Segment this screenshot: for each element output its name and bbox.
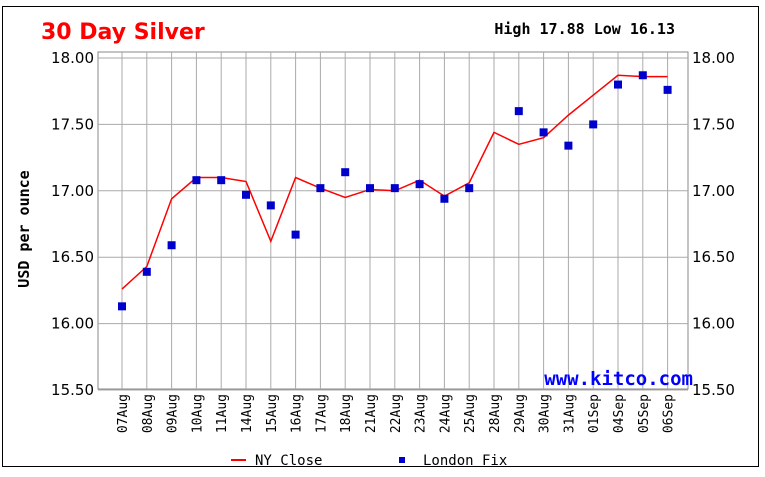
y-tick-label-right: 18.00 [692, 49, 735, 67]
x-tick-label: 31Aug [562, 394, 577, 433]
x-tick-label: 05Sep [637, 394, 652, 433]
plot-area [97, 51, 689, 390]
x-tick-label: 21Aug [364, 394, 379, 433]
grid-layer [98, 52, 688, 391]
x-tick-label: 22Aug [389, 394, 404, 433]
x-tick-label: 08Aug [141, 394, 156, 433]
y-tick-label-left: 18.00 [51, 49, 94, 67]
chart-frame: 15.50 15.50 16.00 16.00 16.50 16.50 17.00 17.00… [2, 6, 759, 468]
high-low-text: High 17.88 Low 16.13 [494, 20, 675, 38]
y-tick-label-right: 15.50 [692, 381, 735, 399]
x-tick-label: 14Aug [240, 394, 255, 433]
x-tick-label: 23Aug [414, 394, 429, 433]
london-fix-point [415, 180, 424, 189]
london-fix-point [316, 184, 325, 193]
london-fix-point [118, 302, 126, 311]
london-fix-point [564, 141, 573, 150]
london-fix-point [266, 201, 275, 210]
london-fix-point [539, 128, 548, 137]
x-tick-label: 18Aug [339, 394, 354, 433]
y-axis-label: USD per ounce [15, 170, 33, 287]
x-tick-label: 11Aug [215, 394, 230, 433]
london-fix-point [341, 168, 350, 177]
x-tick-label: 06Sep [662, 394, 677, 433]
london-fix-point [465, 184, 474, 193]
y-tick-label-right: 16.00 [692, 315, 735, 333]
chart-svg: 15.50 15.50 16.00 16.00 16.50 16.50 17.00 17.00… [15, 20, 735, 468]
x-tick-label: 29Aug [513, 394, 528, 433]
legend-london-fix-label: London Fix [423, 453, 507, 468]
y-tick-label-right: 17.00 [692, 182, 735, 200]
series-layer [118, 71, 672, 311]
london-fix-point [217, 176, 226, 185]
london-fix-point [142, 267, 151, 276]
x-tick-label: 07Aug [116, 394, 131, 433]
london-fix-point [514, 107, 523, 116]
london-fix-point [366, 184, 374, 193]
y-tick-label-right: 16.50 [692, 248, 735, 266]
x-tick-label: 28Aug [488, 394, 503, 433]
x-tick-label: 30Aug [538, 394, 553, 433]
y-tick-labels: 15.50 15.50 16.00 16.00 16.50 16.50 17.00 17.00… [51, 49, 735, 399]
y-tick-label-left: 16.00 [51, 315, 94, 333]
x-tick-label: 25Aug [463, 394, 478, 433]
legend-london-fix-swatch [399, 457, 405, 463]
x-tick-label: 24Aug [438, 394, 453, 433]
london-fix-point [192, 176, 201, 185]
london-fix-point [390, 184, 399, 193]
x-tick-label: 10Aug [190, 394, 205, 433]
london-fix-point [440, 194, 449, 203]
x-tick-label: 15Aug [265, 394, 280, 433]
x-tick-label: 09Aug [166, 394, 181, 433]
x-tick-label: 04Sep [612, 394, 627, 433]
london-fix-point [589, 120, 598, 129]
london-fix-point [614, 80, 622, 89]
y-tick-label-left: 17.50 [51, 115, 94, 133]
london-fix-point [663, 85, 672, 94]
london-fix-point [242, 190, 250, 199]
chart-title: 30 Day Silver [41, 20, 205, 45]
london-fix-point [638, 71, 647, 80]
y-tick-label-right: 17.50 [692, 115, 735, 133]
x-tick-label: 17Aug [314, 394, 329, 433]
x-tick-label: 01Sep [587, 394, 602, 433]
watermark: www.kitco.com [544, 368, 693, 390]
london-fix-point [167, 241, 176, 250]
london-fix-point [291, 230, 300, 239]
x-tick-label: 16Aug [290, 394, 305, 433]
legend-ny-close-label: NY Close [255, 453, 322, 468]
y-tick-label-left: 15.50 [51, 381, 94, 399]
legend: NY Close London Fix [231, 453, 507, 468]
y-tick-label-left: 17.00 [51, 182, 94, 200]
y-tick-label-left: 16.50 [51, 248, 94, 266]
x-tick-labels: 07Aug 08Aug 09Aug 10Aug 11Aug 14Aug 15Aug 16Aug… [116, 394, 677, 433]
